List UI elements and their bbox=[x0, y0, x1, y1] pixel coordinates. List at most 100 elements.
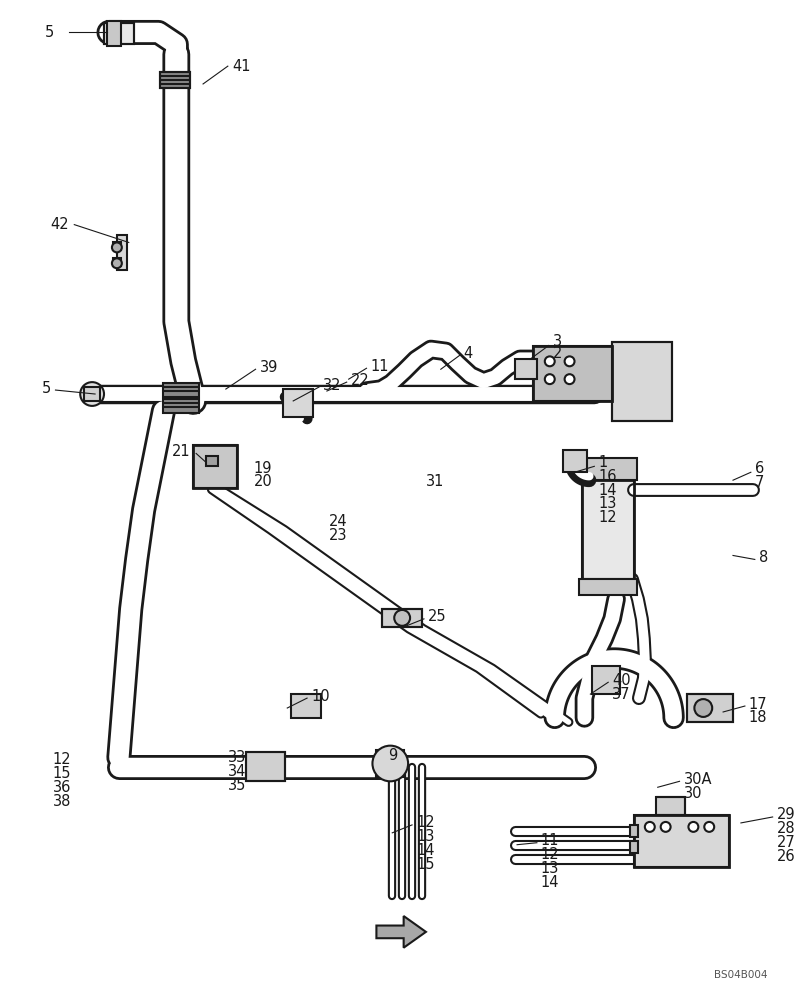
Text: 41: 41 bbox=[232, 59, 252, 74]
Text: 15: 15 bbox=[53, 766, 72, 781]
Circle shape bbox=[373, 746, 408, 781]
Text: 5: 5 bbox=[45, 25, 54, 40]
Circle shape bbox=[689, 822, 698, 832]
Bar bbox=[193, 445, 236, 488]
Circle shape bbox=[112, 258, 122, 268]
Bar bbox=[117, 235, 127, 270]
Circle shape bbox=[564, 356, 575, 366]
Text: 13: 13 bbox=[540, 861, 560, 876]
Text: 27: 27 bbox=[777, 835, 795, 850]
Text: 4: 4 bbox=[463, 346, 473, 361]
Bar bbox=[246, 752, 285, 781]
Text: 12: 12 bbox=[416, 815, 435, 830]
Text: 32: 32 bbox=[323, 378, 341, 393]
Text: 30: 30 bbox=[684, 786, 702, 801]
Bar bbox=[634, 815, 729, 867]
Text: 24: 24 bbox=[329, 514, 348, 529]
Text: 9: 9 bbox=[388, 748, 397, 763]
Bar bbox=[583, 480, 634, 579]
Text: 22: 22 bbox=[351, 373, 369, 388]
Text: 15: 15 bbox=[416, 857, 435, 872]
Bar bbox=[84, 387, 100, 401]
Text: 14: 14 bbox=[599, 483, 617, 498]
Bar bbox=[382, 609, 422, 627]
Text: 5: 5 bbox=[42, 381, 52, 396]
Bar bbox=[113, 242, 121, 250]
Bar bbox=[206, 456, 218, 466]
Text: 10: 10 bbox=[311, 689, 330, 704]
Circle shape bbox=[394, 610, 410, 626]
Text: 30A: 30A bbox=[684, 772, 712, 787]
Text: 3: 3 bbox=[552, 334, 562, 349]
Text: 12: 12 bbox=[540, 847, 560, 862]
Text: 39: 39 bbox=[259, 360, 278, 375]
Text: 33: 33 bbox=[228, 750, 246, 765]
Bar bbox=[515, 359, 537, 379]
Bar bbox=[163, 399, 199, 413]
Text: 31: 31 bbox=[426, 474, 444, 489]
Bar bbox=[104, 23, 134, 44]
Text: 12: 12 bbox=[53, 752, 72, 767]
Circle shape bbox=[544, 356, 555, 366]
Text: 18: 18 bbox=[749, 710, 767, 725]
Text: 8: 8 bbox=[759, 550, 768, 565]
Text: 36: 36 bbox=[53, 780, 72, 795]
Circle shape bbox=[704, 822, 714, 832]
Circle shape bbox=[564, 374, 575, 384]
Text: 2: 2 bbox=[552, 346, 562, 361]
Bar bbox=[563, 450, 587, 472]
Bar bbox=[583, 480, 634, 579]
Text: 12: 12 bbox=[599, 510, 617, 525]
Circle shape bbox=[645, 822, 655, 832]
Text: 11: 11 bbox=[540, 833, 560, 848]
Bar bbox=[104, 23, 134, 44]
Text: 42: 42 bbox=[51, 217, 69, 232]
Text: 11: 11 bbox=[370, 359, 389, 374]
Text: 21: 21 bbox=[172, 444, 190, 459]
Text: 26: 26 bbox=[777, 849, 795, 864]
Bar bbox=[612, 342, 672, 421]
Text: 1: 1 bbox=[599, 455, 607, 470]
Bar bbox=[612, 342, 672, 421]
Bar bbox=[592, 666, 620, 694]
Bar bbox=[291, 694, 321, 718]
Text: 14: 14 bbox=[416, 843, 435, 858]
Circle shape bbox=[661, 822, 670, 832]
Text: 35: 35 bbox=[228, 778, 246, 793]
Text: 17: 17 bbox=[749, 697, 767, 712]
Text: 28: 28 bbox=[777, 821, 795, 836]
Polygon shape bbox=[377, 916, 426, 948]
Circle shape bbox=[694, 699, 712, 717]
Text: 13: 13 bbox=[599, 496, 617, 511]
Bar bbox=[193, 445, 236, 488]
Bar bbox=[533, 346, 612, 401]
Text: 40: 40 bbox=[612, 673, 630, 688]
Bar bbox=[107, 21, 121, 46]
Circle shape bbox=[80, 382, 104, 406]
Bar bbox=[163, 383, 199, 397]
Bar bbox=[113, 258, 121, 266]
Text: 7: 7 bbox=[755, 475, 764, 490]
Text: 25: 25 bbox=[428, 609, 447, 624]
Bar bbox=[630, 841, 638, 853]
Bar bbox=[688, 694, 733, 722]
Text: 38: 38 bbox=[53, 794, 72, 809]
Text: 23: 23 bbox=[329, 528, 347, 543]
Text: 20: 20 bbox=[254, 474, 272, 489]
Bar bbox=[634, 815, 729, 867]
Text: 16: 16 bbox=[599, 469, 617, 484]
Text: BS04B004: BS04B004 bbox=[714, 970, 767, 980]
Text: 29: 29 bbox=[777, 807, 795, 822]
Text: 34: 34 bbox=[228, 764, 246, 779]
Text: 13: 13 bbox=[416, 829, 435, 844]
Bar bbox=[579, 579, 637, 595]
Bar bbox=[161, 72, 190, 88]
Bar bbox=[579, 458, 637, 480]
Text: 37: 37 bbox=[612, 687, 630, 702]
Text: 6: 6 bbox=[755, 461, 764, 476]
Text: 19: 19 bbox=[254, 461, 272, 476]
Bar bbox=[630, 825, 638, 837]
Circle shape bbox=[544, 374, 555, 384]
Bar bbox=[283, 389, 313, 417]
Bar bbox=[656, 797, 685, 815]
